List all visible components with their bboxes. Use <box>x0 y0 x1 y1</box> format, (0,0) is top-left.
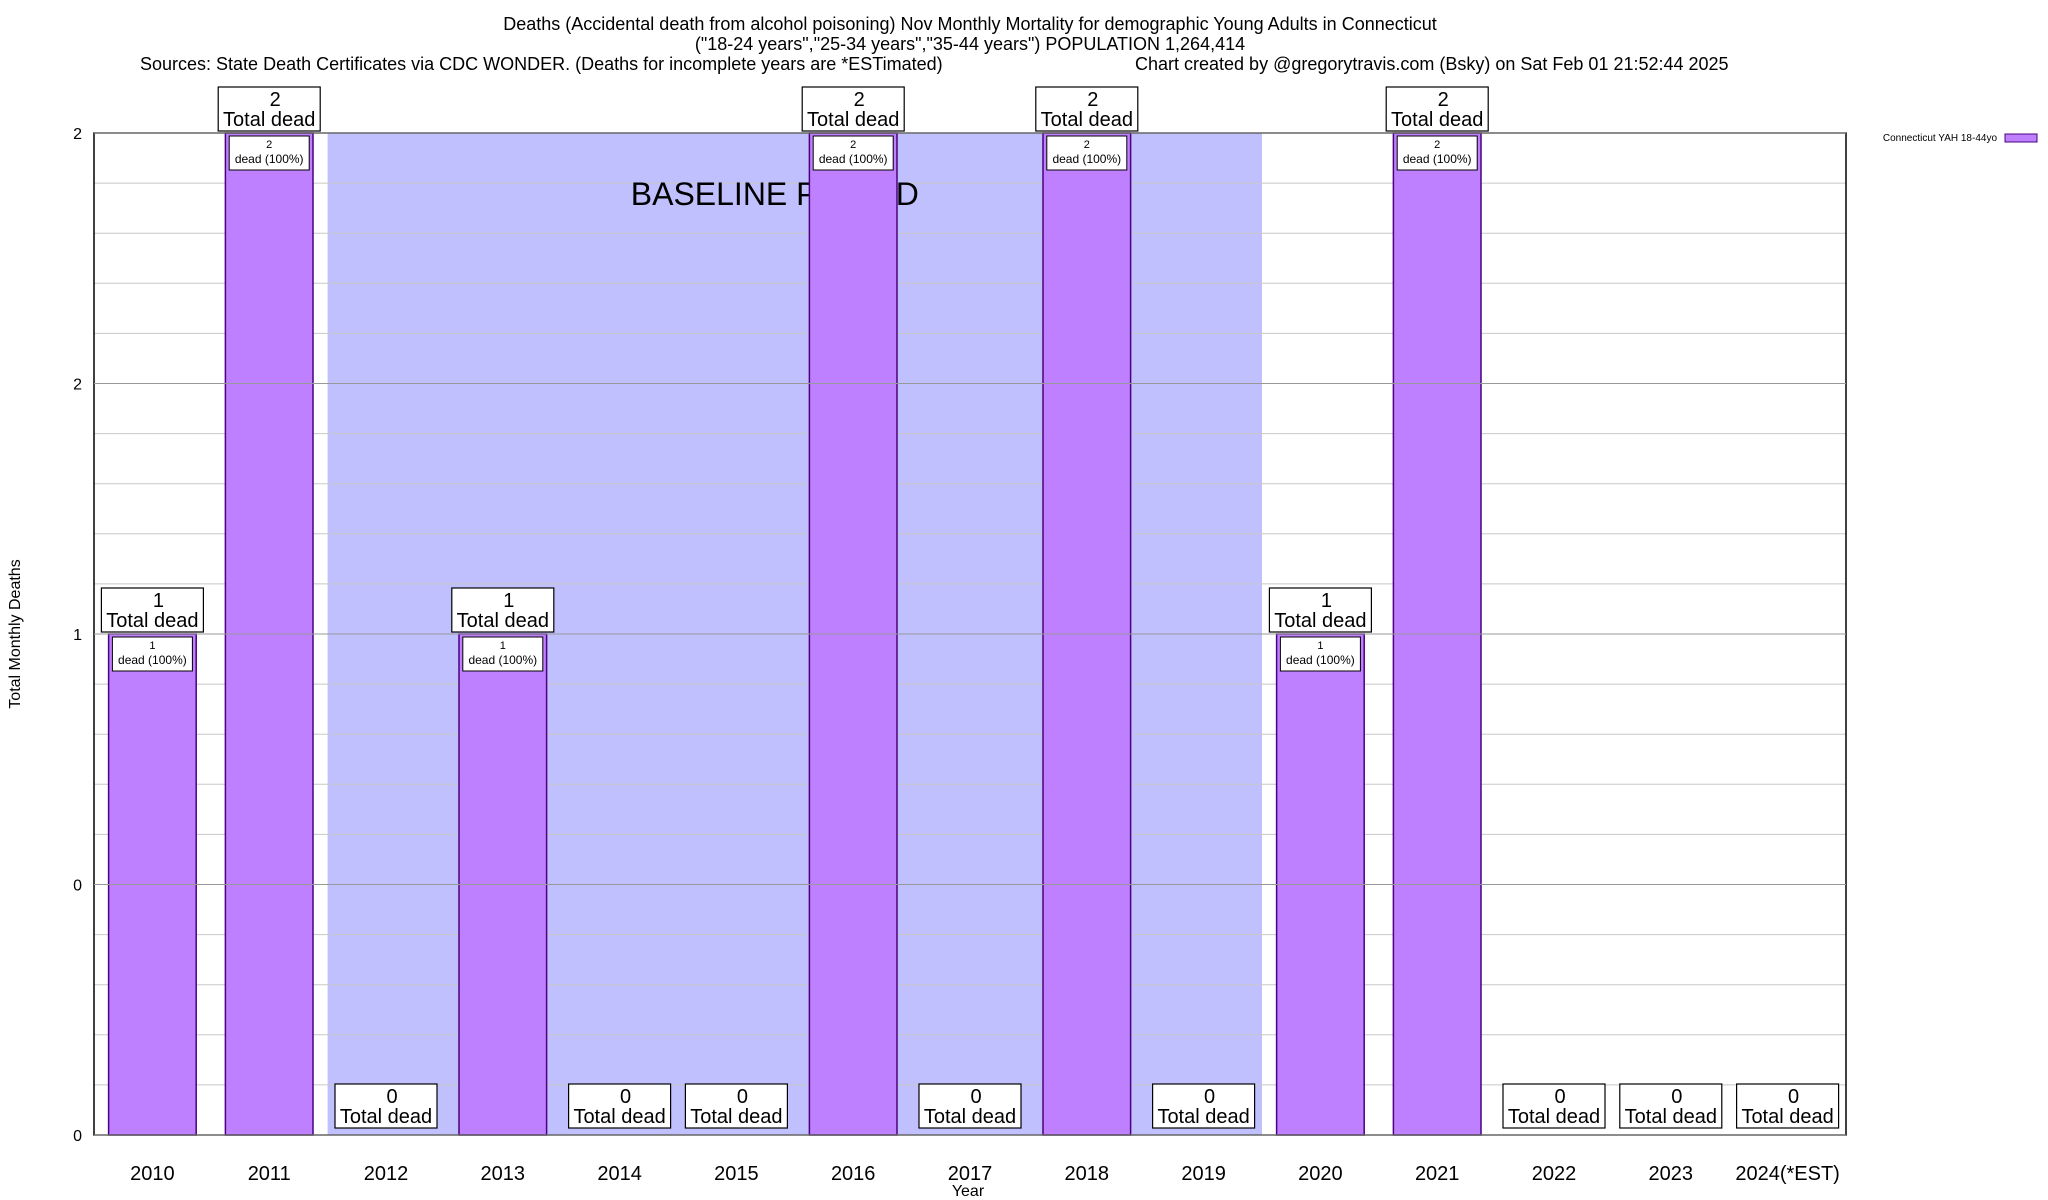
x-tick-label: 2012 <box>364 1163 409 1185</box>
total-label-value: 1 <box>503 590 514 612</box>
total-label-box <box>334 1083 438 1129</box>
x-tick-label: 2013 <box>481 1163 526 1185</box>
total-label-box <box>1151 1083 1256 1129</box>
total-label-text: Total dead <box>807 109 899 131</box>
total-label-box <box>1385 86 1489 132</box>
x-tick-label: 2014 <box>597 1163 642 1185</box>
total-label-box <box>1735 1083 1840 1129</box>
total-label-text: Total dead <box>1157 1106 1249 1128</box>
bar-inner-value: 1 <box>500 640 506 652</box>
total-label-box <box>100 587 205 633</box>
y-tick-label: 0 <box>73 878 82 895</box>
total-label-text: Total dead <box>1508 1106 1600 1128</box>
legend-swatch <box>2004 133 2038 143</box>
total-label-box <box>1035 86 1139 132</box>
y-axis-label: Total Monthly Deaths <box>7 559 24 708</box>
bar-inner-value: 1 <box>1317 640 1323 652</box>
total-label-value: 0 <box>1554 1086 1565 1108</box>
total-label-box <box>217 86 321 132</box>
x-tick-label: 2016 <box>831 1163 876 1185</box>
total-label-value: 0 <box>970 1086 981 1108</box>
total-label-value: 0 <box>737 1086 748 1108</box>
total-label-text: Total dead <box>340 1106 432 1128</box>
total-label-value: 0 <box>386 1086 397 1108</box>
bar-inner-label-box <box>1396 135 1478 171</box>
total-label-text: Total dead <box>1741 1106 1833 1128</box>
total-label-value: 0 <box>1204 1086 1215 1108</box>
title-line-1: Deaths (Accidental death from alcohol po… <box>503 14 1437 34</box>
total-label-box <box>451 587 555 633</box>
x-tick-label: 2022 <box>1532 1163 1577 1185</box>
total-label-box <box>918 1083 1022 1129</box>
x-tick-label: 2017 <box>948 1163 993 1185</box>
y-tick-label: 2 <box>73 126 82 143</box>
total-label-text: Total dead <box>223 109 315 131</box>
total-label-text: Total dead <box>924 1106 1016 1128</box>
bar-inner-percent: dead (100%) <box>1286 653 1355 667</box>
x-tick-label: 2015 <box>714 1163 759 1185</box>
y-tick-label: 1 <box>73 627 82 644</box>
total-label-value: 2 <box>270 89 281 111</box>
total-label-value: 0 <box>1671 1086 1682 1108</box>
bar-inner-label-box <box>228 135 310 171</box>
total-label-box <box>1619 1083 1723 1129</box>
bar-inner-label-box <box>111 636 193 672</box>
total-label-value: 2 <box>1087 89 1098 111</box>
bar-inner-value: 2 <box>266 139 272 151</box>
x-tick-label: 2010 <box>130 1163 175 1185</box>
title-line-2: ("18-24 years","25-34 years","35-44 year… <box>694 34 1246 54</box>
total-label-text: Total dead <box>690 1106 782 1128</box>
total-label-box <box>684 1083 789 1129</box>
bar-inner-percent: dead (100%) <box>1403 152 1472 166</box>
total-label-text: Total dead <box>457 610 549 632</box>
sources-note: Sources: State Death Certificates via CD… <box>140 54 943 74</box>
total-label-value: 0 <box>620 1086 631 1108</box>
bar-inner-percent: dead (100%) <box>468 653 537 667</box>
bar-inner-percent: dead (100%) <box>819 152 888 166</box>
credit-note: Chart created by @gregorytravis.com (Bsk… <box>1135 54 1729 74</box>
bar-inner-label-box <box>1046 135 1128 171</box>
total-label-box <box>1502 1083 1606 1129</box>
bar-inner-percent: dead (100%) <box>118 653 187 667</box>
bar-inner-value: 1 <box>149 640 155 652</box>
total-label-text: Total dead <box>573 1106 665 1128</box>
total-label-value: 1 <box>153 590 164 612</box>
total-label-value: 0 <box>1788 1086 1799 1108</box>
bar-inner-value: 2 <box>1084 139 1090 151</box>
total-label-text: Total dead <box>1625 1106 1717 1128</box>
total-label-text: Total dead <box>106 610 198 632</box>
total-label-text: Total dead <box>1274 610 1366 632</box>
x-tick-label: 2021 <box>1415 1163 1460 1185</box>
total-label-box <box>567 1083 672 1129</box>
bar-inner-percent: dead (100%) <box>235 152 304 166</box>
bar-inner-value: 2 <box>850 139 856 151</box>
x-tick-label: 2024(*EST) <box>1735 1163 1840 1185</box>
bar-inner-label-box <box>1279 636 1361 672</box>
total-label-value: 2 <box>854 89 865 111</box>
total-label-text: Total dead <box>1041 109 1133 131</box>
bar-inner-value: 2 <box>1434 139 1440 151</box>
y-tick-label: 2 <box>73 377 82 394</box>
total-label-box <box>801 86 905 132</box>
x-axis-label: Year <box>952 1183 985 1200</box>
total-label-value: 2 <box>1438 89 1449 111</box>
x-tick-label: 2020 <box>1298 1163 1343 1185</box>
x-tick-label: 2023 <box>1649 1163 1694 1185</box>
chart-title: Deaths (Accidental death from alcohol po… <box>0 14 1940 54</box>
total-label-box <box>1268 587 1373 633</box>
y-tick-label: 0 <box>73 1128 82 1145</box>
bar-inner-label-box <box>812 135 894 171</box>
x-tick-label: 2019 <box>1181 1163 1226 1185</box>
x-tick-label: 2018 <box>1065 1163 1110 1185</box>
total-label-value: 1 <box>1321 590 1332 612</box>
bar-inner-label-box <box>462 636 544 672</box>
bar-inner-percent: dead (100%) <box>1052 152 1121 166</box>
x-tick-label: 2011 <box>248 1163 291 1185</box>
legend-label: Connecticut YAH 18-44yo <box>1883 133 1998 144</box>
total-label-text: Total dead <box>1391 109 1483 131</box>
